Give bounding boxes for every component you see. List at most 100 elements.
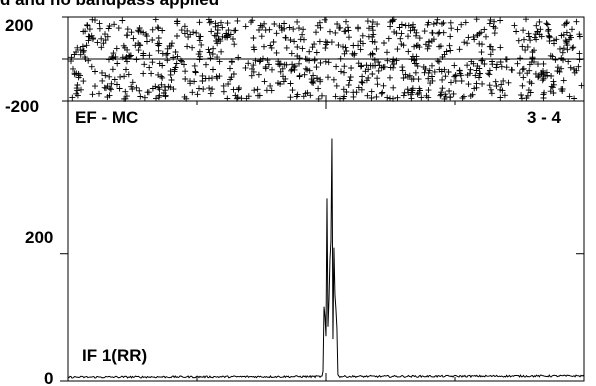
phase-point — [308, 76, 315, 83]
phase-point — [202, 75, 209, 82]
phase-point — [473, 16, 480, 23]
phase-point — [338, 68, 344, 75]
phase-point — [411, 57, 418, 64]
phase-point — [296, 73, 303, 80]
phase-point — [470, 33, 477, 40]
phase-point — [88, 32, 95, 39]
phase-point — [425, 87, 432, 94]
phase-point — [138, 28, 144, 35]
phase-point — [489, 46, 496, 53]
phase-point — [487, 16, 494, 23]
phase-point — [293, 93, 300, 100]
phase-point — [184, 43, 191, 50]
phase-point — [490, 23, 497, 30]
phase-point — [228, 59, 235, 65]
phase-point — [214, 54, 221, 61]
phase-point — [430, 21, 437, 27]
phase-point — [408, 56, 415, 63]
phase-point — [560, 77, 567, 84]
phase-point — [288, 67, 295, 74]
phase-point — [162, 87, 169, 94]
phase-point — [158, 81, 165, 88]
phase-point — [357, 63, 364, 70]
phase-point — [344, 24, 351, 31]
phase-point — [359, 73, 366, 80]
phase-point — [125, 71, 132, 78]
phase-point — [235, 54, 242, 61]
phase-point — [196, 85, 202, 92]
amp-ytick-label-0: 0 — [44, 369, 53, 386]
phase-point — [235, 86, 242, 93]
phase-point — [317, 24, 324, 31]
phase-point — [104, 33, 111, 40]
phase-point — [182, 76, 189, 82]
phase-point — [266, 26, 273, 33]
phase-point — [196, 56, 203, 63]
phase-point — [467, 93, 474, 99]
phase-point — [389, 58, 396, 65]
phase-point — [194, 91, 201, 98]
phase-point — [373, 45, 380, 52]
phase-point — [544, 21, 551, 28]
phase-point — [287, 94, 294, 101]
phase-point — [516, 70, 523, 77]
phase-point — [113, 45, 120, 52]
phase-point — [384, 94, 391, 101]
phase-point — [438, 89, 445, 96]
phase-point — [526, 33, 533, 40]
phase-point — [387, 74, 393, 81]
phase-point — [109, 53, 115, 60]
phase-point — [133, 84, 140, 91]
phase-point — [210, 66, 216, 73]
phase-point — [74, 82, 81, 88]
phase-point — [227, 65, 233, 72]
phase-point — [398, 21, 405, 28]
phase-point — [351, 52, 358, 58]
phase-point — [210, 45, 217, 52]
phase-point — [400, 92, 407, 99]
phase-point — [378, 90, 385, 97]
phase-point — [267, 42, 274, 49]
phase-point — [152, 16, 159, 23]
phase-point — [554, 68, 561, 74]
phase-point — [369, 19, 376, 25]
phase-point — [287, 37, 294, 43]
phase-point — [185, 34, 192, 41]
phase-point — [364, 92, 371, 99]
phase-point — [471, 36, 478, 43]
phase-point — [416, 35, 423, 42]
phase-point — [481, 26, 488, 33]
phase-point — [155, 71, 162, 78]
phase-point — [544, 72, 551, 79]
phase-point — [121, 73, 128, 80]
phase-point — [206, 85, 213, 92]
phase-point — [443, 93, 449, 100]
phase-point — [414, 91, 421, 98]
phase-point — [169, 40, 175, 47]
phase-point — [114, 81, 120, 88]
phase-point — [199, 72, 206, 79]
phase-point — [171, 66, 178, 73]
phase-point — [576, 31, 583, 38]
phase-point — [564, 46, 571, 53]
phase-axis-ticks — [62, 16, 585, 102]
phase-point — [478, 49, 485, 56]
phase-point — [299, 31, 306, 38]
phase-point — [296, 60, 302, 67]
phase-point — [290, 26, 297, 33]
phase-point — [473, 84, 480, 91]
phase-point — [227, 76, 234, 83]
phase-point — [547, 52, 554, 59]
phase-point — [213, 32, 220, 39]
phase-point — [306, 67, 313, 74]
phase-point — [141, 94, 148, 101]
phase-point — [111, 21, 118, 28]
phase-point — [77, 72, 83, 79]
phase-point — [136, 87, 143, 94]
phase-point — [569, 26, 575, 33]
phase-point — [436, 43, 443, 50]
phase-point — [199, 78, 206, 84]
phase-point — [405, 22, 412, 29]
phase-point — [316, 38, 323, 45]
phase-point — [375, 59, 382, 65]
